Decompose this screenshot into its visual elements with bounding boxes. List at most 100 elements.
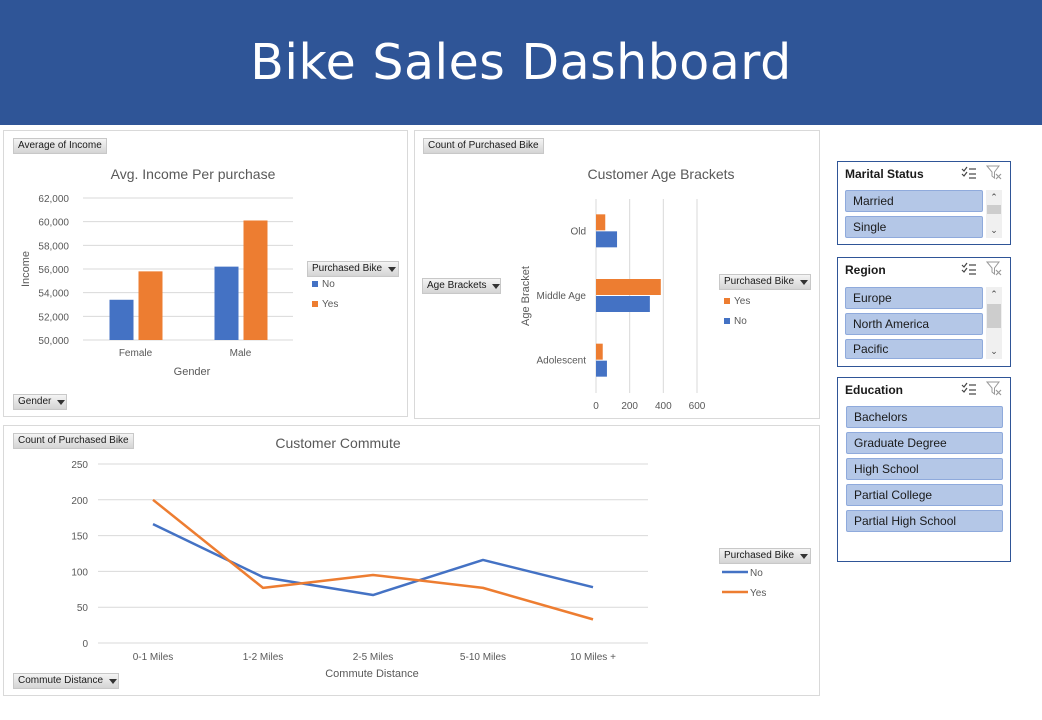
income-chart-panel: Avg. Income Per purchase 50,000 52,000 54,0… [3,130,408,417]
multi-select-icon[interactable] [961,166,977,185]
scroll-thumb[interactable] [987,205,1001,214]
slicer-item-high-school[interactable]: High School [846,458,1003,480]
legend-swatch-no [312,281,318,287]
count-of-purchased-bike-field-button[interactable]: Count of Purchased Bike [13,433,134,449]
multi-select-icon[interactable] [961,382,977,401]
bar-no-adolescent [596,360,607,377]
slicer-item-bachelors[interactable]: Bachelors [846,406,1003,428]
region-slicer-title: Region [845,263,886,277]
slicer-item-europe[interactable]: Europe [845,287,983,309]
legend-label: No [750,568,763,579]
legend-swatch-yes [312,301,318,307]
y-tick-label: 60,000 [38,218,69,229]
y-tick-label: 50 [77,603,89,614]
y-axis-label: Income [20,251,32,287]
y-tick-label: 150 [71,532,88,543]
legend-label: No [322,279,335,290]
legend-swatch-no [724,318,730,324]
bar-no-old [596,231,618,248]
gender-axis-button[interactable]: Gender [13,394,67,410]
clear-filter-icon[interactable] [985,165,1002,185]
dropdown-arrow-icon [492,283,501,289]
multi-select-icon[interactable] [961,262,977,281]
bar-yes-old [596,214,606,231]
legend-label: Yes [734,296,750,307]
clear-filter-icon[interactable] [985,261,1002,281]
legend-label: No [734,316,747,327]
bar-yes-male [243,220,268,340]
slicer-item-partial-high-school[interactable]: Partial High School [846,510,1003,532]
y-axis-label: Age Bracket [520,266,532,326]
y-tick-label: 56,000 [38,265,69,276]
x-tick-label: 600 [689,401,706,412]
slicer-item-graduate-degree[interactable]: Graduate Degree [846,432,1003,454]
income-legend-field-button[interactable]: Purchased Bike [307,261,399,277]
line-series-no [152,523,594,597]
bar-no-male [214,266,239,340]
chart-title: Customer Age Brackets [587,166,734,182]
slicer-item-partial-college[interactable]: Partial College [846,484,1003,506]
y-tick-label: 100 [71,567,88,578]
commute-chart: Customer Commute 0 50 100 150 200 250 0-1 Miles… [71,435,766,680]
marital-status-slicer: Marital Status Married Single ⌃ ⌄ [837,161,1011,245]
dropdown-arrow-icon [109,678,118,684]
bar-yes-adolescent [596,343,603,360]
scroll-up-icon[interactable]: ⌃ [990,192,998,202]
marital-status-slicer-title: Marital Status [845,167,924,181]
education-slicer-title: Education [845,383,904,397]
age-brackets-axis-button[interactable]: Age Brackets [422,278,501,294]
x-tick-label: 2-5 Miles [353,652,394,663]
commute-chart-panel: Customer Commute 0 50 100 150 200 250 0-1 Miles… [3,425,820,696]
commute-legend-field-button-label: Purchased Bike [724,550,795,561]
dropdown-arrow-icon [800,553,809,559]
slicer-item-pacific[interactable]: Pacific [845,339,983,359]
x-tick-label: 0 [593,401,599,412]
y-tick-label: 200 [71,496,88,507]
y-tick-label: 50,000 [38,336,69,347]
gender-axis-button-label: Gender [18,396,52,407]
income-chart: Avg. Income Per purchase 50,000 52,000 54,0… [20,166,338,378]
x-tick-label: 5-10 Miles [460,652,506,663]
average-of-income-field-button[interactable]: Average of Income [13,138,107,154]
clear-filter-icon[interactable] [985,381,1002,401]
region-scrollbar[interactable]: ⌃ ⌄ [986,287,1002,359]
x-tick-label: Male [230,348,252,359]
count-of-purchased-bike-field-button[interactable]: Count of Purchased Bike [423,138,544,154]
header-banner: Bike Sales Dashboard [0,0,1042,125]
age-legend-field-button[interactable]: Purchased Bike [719,274,811,290]
x-tick-label: 10 Miles + [570,652,616,663]
education-slicer: Education Bachelors Graduate Degree High… [837,377,1011,562]
bar-yes-middle-age [596,279,661,295]
age-legend-field-button-label: Purchased Bike [724,276,795,287]
chart-title: Customer Commute [275,435,400,451]
commute-distance-axis-button[interactable]: Commute Distance [13,673,119,689]
slicer-item-married[interactable]: Married [845,190,983,212]
x-axis-label: Commute Distance [325,668,419,680]
y-tick-label: Old [570,226,586,237]
dropdown-arrow-icon [57,399,66,405]
y-tick-label: 0 [82,639,88,650]
y-tick-label: 54,000 [38,289,69,300]
slicer-item-north-america[interactable]: North America [845,313,983,335]
dropdown-arrow-icon [388,266,397,272]
y-tick-label: Middle Age [537,291,587,302]
x-tick-label: 0-1 Miles [133,652,174,663]
y-tick-label: 52,000 [38,312,69,323]
commute-legend-field-button[interactable]: Purchased Bike [719,548,811,564]
legend-label: Yes [322,299,338,310]
legend-label: Yes [750,588,766,599]
scroll-up-icon[interactable]: ⌃ [990,289,998,299]
age-chart-panel: Customer Age Brackets 0 200 400 600 Old Middle… [414,130,820,419]
marital-status-scrollbar[interactable]: ⌃ ⌄ [986,190,1002,238]
x-axis-label: Gender [174,366,211,378]
x-tick-label: 400 [655,401,672,412]
income-legend-field-button-label: Purchased Bike [312,263,383,274]
region-slicer: Region Europe North America Pacific ⌃ ⌄ [837,257,1011,367]
dashboard-title: Bike Sales Dashboard [250,34,792,91]
scroll-thumb[interactable] [987,304,1001,328]
scroll-down-icon[interactable]: ⌄ [990,346,998,356]
y-tick-label: 62,000 [38,194,69,205]
slicer-item-single[interactable]: Single [845,216,983,238]
scroll-down-icon[interactable]: ⌄ [990,225,998,235]
chart-title: Avg. Income Per purchase [111,166,276,182]
